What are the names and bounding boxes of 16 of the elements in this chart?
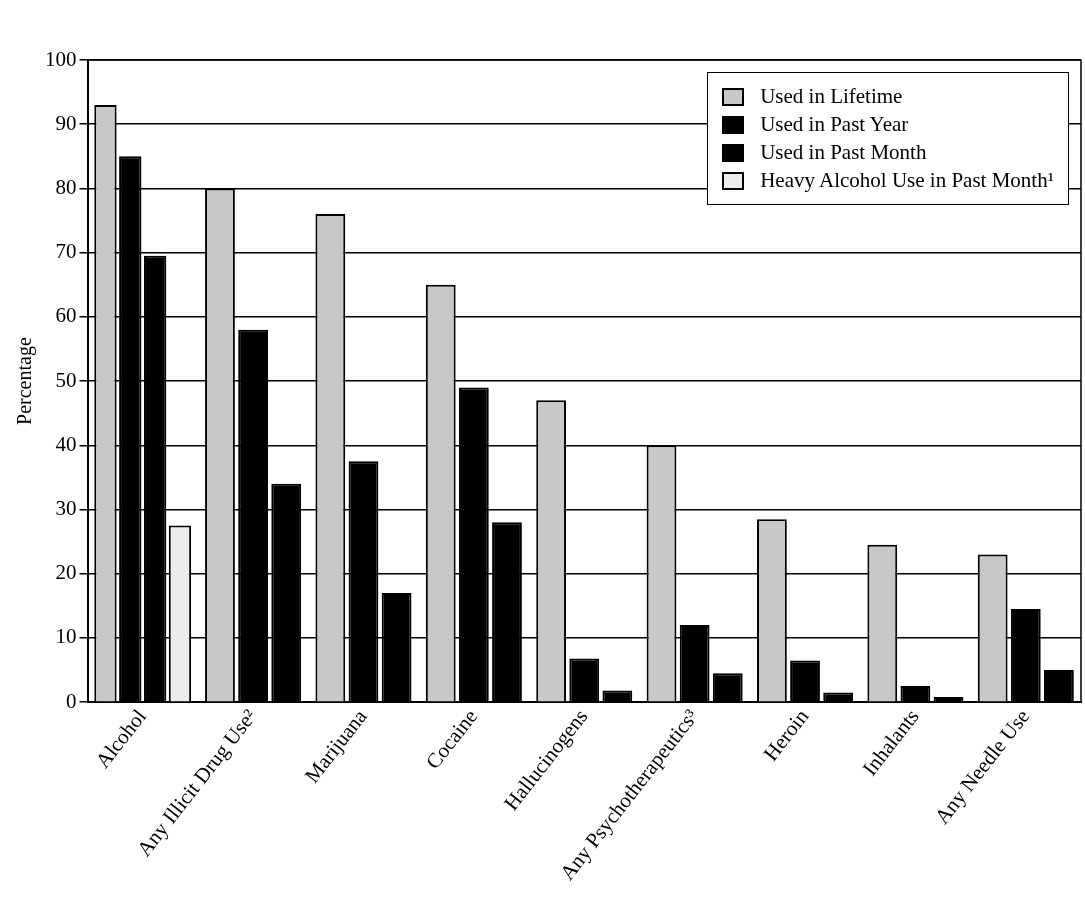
y-tick-label: 80 (55, 174, 77, 199)
y-tick-label: 20 (55, 560, 77, 585)
legend-label: Used in Lifetime (760, 84, 903, 109)
y-tick-label: 70 (55, 239, 77, 264)
y-tick-label: 90 (55, 110, 77, 135)
y-axis-title: Percentage (13, 337, 37, 425)
y-tick-label: 50 (55, 367, 77, 392)
y-tick-label: 40 (55, 431, 77, 456)
y-tick-label: 60 (55, 303, 77, 328)
legend-label: Heavy Alcohol Use in Past Month¹ (760, 168, 1054, 193)
y-tick-label: 10 (55, 624, 77, 649)
y-tick-label: 0 (66, 688, 77, 713)
y-tick-label: 30 (55, 496, 77, 521)
legend-label: Used in Past Year (760, 112, 909, 137)
legend-label: Used in Past Month (760, 140, 927, 165)
y-tick-label: 100 (45, 46, 77, 71)
